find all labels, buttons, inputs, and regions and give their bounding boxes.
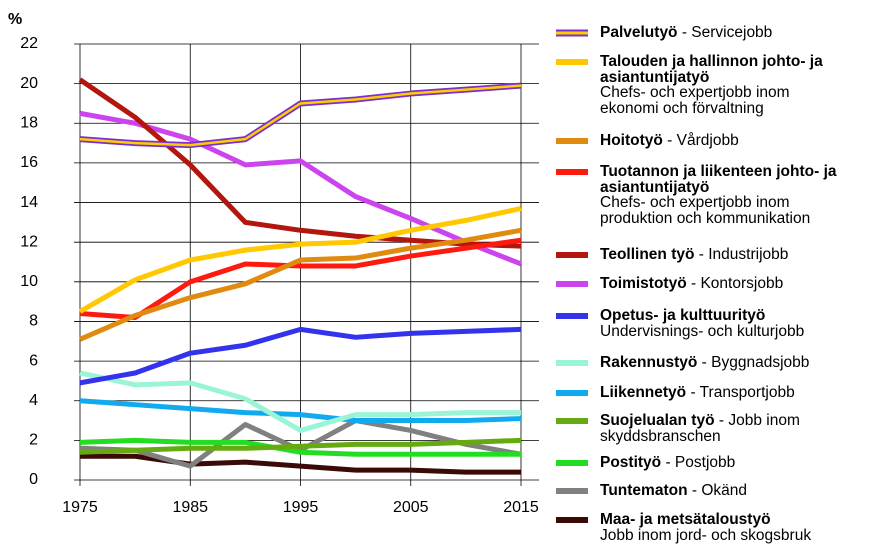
legend-translation: Jobb inom jord- och skogsbruk	[600, 526, 812, 544]
legend-translation: - Servicejobb	[681, 24, 773, 41]
series-line	[79, 110, 522, 267]
legend-item: Tuotannon ja liikenteen johto- ja asiant…	[600, 164, 850, 226]
legend-item: Hoitotyö - Vårdjobb	[600, 133, 850, 149]
y-tick-label: 4	[29, 392, 38, 409]
y-tick-label: 12	[20, 233, 38, 250]
y-tick-label: 8	[29, 313, 38, 330]
series-line	[79, 326, 522, 386]
legend-translation: - Okänd	[691, 482, 747, 499]
legend-translation: - Byggnadsjobb	[701, 354, 810, 371]
legend-translation: - Transportjobb	[690, 384, 795, 401]
x-tick-label: 2015	[503, 499, 539, 516]
x-tick-label: 2005	[393, 499, 429, 516]
legend-translation: Chefs- och expertjobb inom produktion oc…	[600, 194, 811, 227]
legend-item: Opetus- ja kulttuurityö Undervisnings- oc…	[600, 308, 850, 339]
legend-translation: - Postjobb	[665, 454, 736, 471]
legend-name: Toimistotyö	[600, 275, 687, 292]
y-tick-label: 22	[20, 35, 38, 52]
legend-translation: Chefs- och expertjobb inom ekonomi och f…	[600, 84, 790, 117]
y-tick-label: 18	[20, 114, 38, 131]
series-line	[79, 437, 521, 457]
series-line	[80, 453, 521, 475]
legend-name: Maa- ja metsätaloustyö	[600, 511, 771, 528]
legend-name: Postityö	[600, 454, 662, 471]
legend-name: Palvelutyö	[600, 24, 678, 41]
legend-item: Rakennustyö - Byggnadsjobb	[600, 355, 850, 371]
legend-translation: - Industrijobb	[698, 246, 789, 263]
x-tick-label: 1975	[62, 499, 98, 516]
series-line	[79, 370, 521, 433]
legend-item: Maa- ja metsätaloustyö Jobb inom jord- oc…	[600, 512, 850, 543]
y-tick-label: 2	[29, 432, 38, 449]
legend-name: Opetus- ja kulttuurityö	[600, 307, 766, 324]
series-line	[79, 437, 522, 455]
legend-item: Postityö - Postjobb	[600, 455, 850, 471]
series-line	[78, 206, 522, 314]
y-tick-label: 14	[20, 194, 38, 211]
legend-item: Tuntematon - Okänd	[600, 483, 850, 499]
legend-name: Suojelualan työ	[600, 412, 715, 429]
legend-item: Liikennetyö - Transportjobb	[600, 385, 850, 401]
legend-item: Suojelualan työ - Jobb inom skyddsbransc…	[600, 413, 850, 444]
legend-item: Talouden ja hallinnon johto- ja asiantun…	[600, 54, 850, 116]
legend-item: Toimistotyö - Kontorsjobb	[600, 276, 850, 292]
legend-translation: - Kontorsjobb	[691, 275, 784, 292]
legend-name: Teollinen työ	[600, 246, 695, 263]
legend-translation: Undervisnings- och kulturjobb	[600, 322, 805, 340]
legend-translation: - Vårdjobb	[667, 132, 739, 149]
x-tick-label: 1985	[172, 499, 208, 516]
legend-name: Liikennetyö	[600, 384, 687, 401]
legend-name: Tuotannon ja liikenteen johto- ja asiant…	[600, 163, 837, 196]
legend-name: Tuntematon	[600, 482, 688, 499]
series-line	[79, 237, 522, 320]
y-axis-label: %	[8, 11, 22, 28]
legend-name: Rakennustyö	[600, 354, 698, 371]
legend-name: Hoitotyö	[600, 132, 663, 149]
y-tick-label: 20	[20, 75, 38, 92]
y-tick-label: 16	[20, 154, 38, 171]
legend-translation: - Jobb inom skyddsbranschen	[600, 412, 800, 445]
legend-name: Talouden ja hallinnon johto- ja asiantun…	[600, 53, 823, 86]
series-line	[79, 227, 522, 342]
legend-item: Teollinen työ - Industrijobb	[600, 247, 850, 263]
y-tick-label: 0	[29, 471, 38, 488]
series-line	[79, 84, 522, 147]
y-tick-label: 6	[29, 352, 38, 369]
x-tick-label: 1995	[283, 499, 319, 516]
series-line	[79, 398, 522, 424]
y-tick-label: 10	[20, 273, 38, 290]
legend-item: Palvelutyö - Servicejobb	[600, 25, 850, 41]
